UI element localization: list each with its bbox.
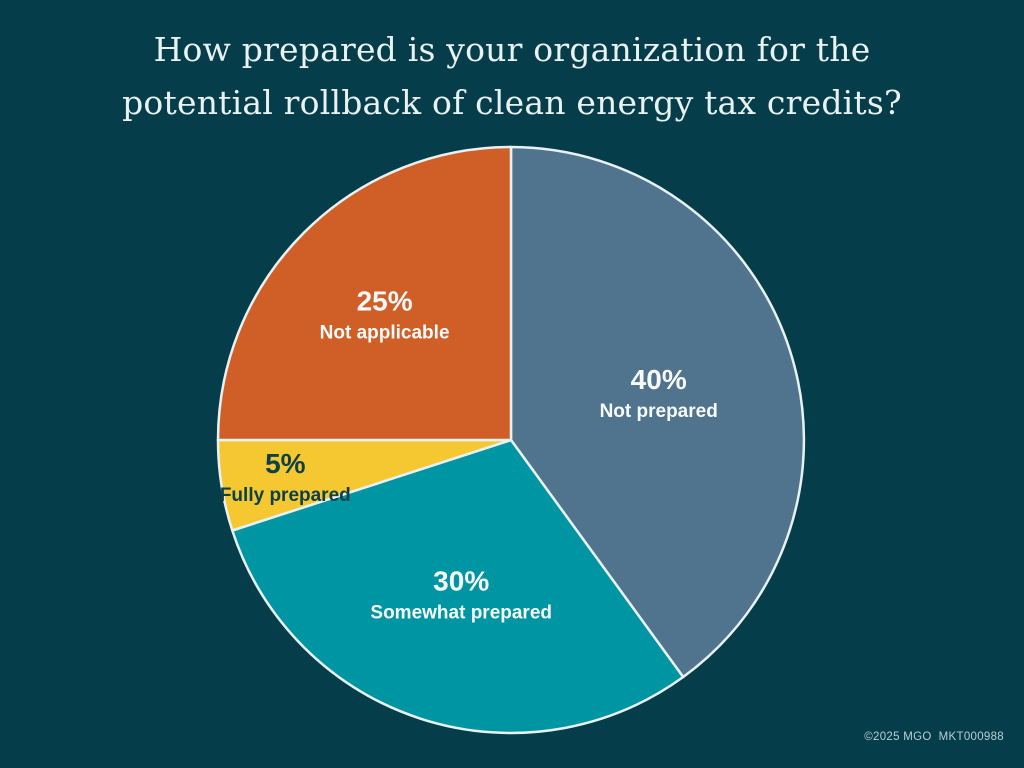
copyright-text: ©2025 MGO MKT000988 bbox=[864, 731, 1004, 743]
slice-value-not-prepared: 40% bbox=[631, 364, 687, 395]
pie-slice-not-applicable bbox=[216, 145, 513, 442]
chart-title: How prepared is your organization for th… bbox=[122, 30, 902, 122]
pie-slice-somewhat-prepared bbox=[231, 438, 685, 735]
pie-slice-not-prepared bbox=[509, 145, 806, 679]
slice-name-not-applicable: Not applicable bbox=[320, 323, 450, 344]
slice-value-fully-prepared: 5% bbox=[265, 448, 306, 479]
slice-value-not-applicable: 25% bbox=[357, 286, 413, 317]
slice-name-fully-prepared: Fully prepared bbox=[220, 485, 351, 506]
slice-name-not-prepared: Not prepared bbox=[600, 401, 718, 422]
slice-name-somewhat-prepared: Somewhat prepared bbox=[370, 602, 552, 623]
slice-value-somewhat-prepared: 30% bbox=[433, 565, 489, 596]
